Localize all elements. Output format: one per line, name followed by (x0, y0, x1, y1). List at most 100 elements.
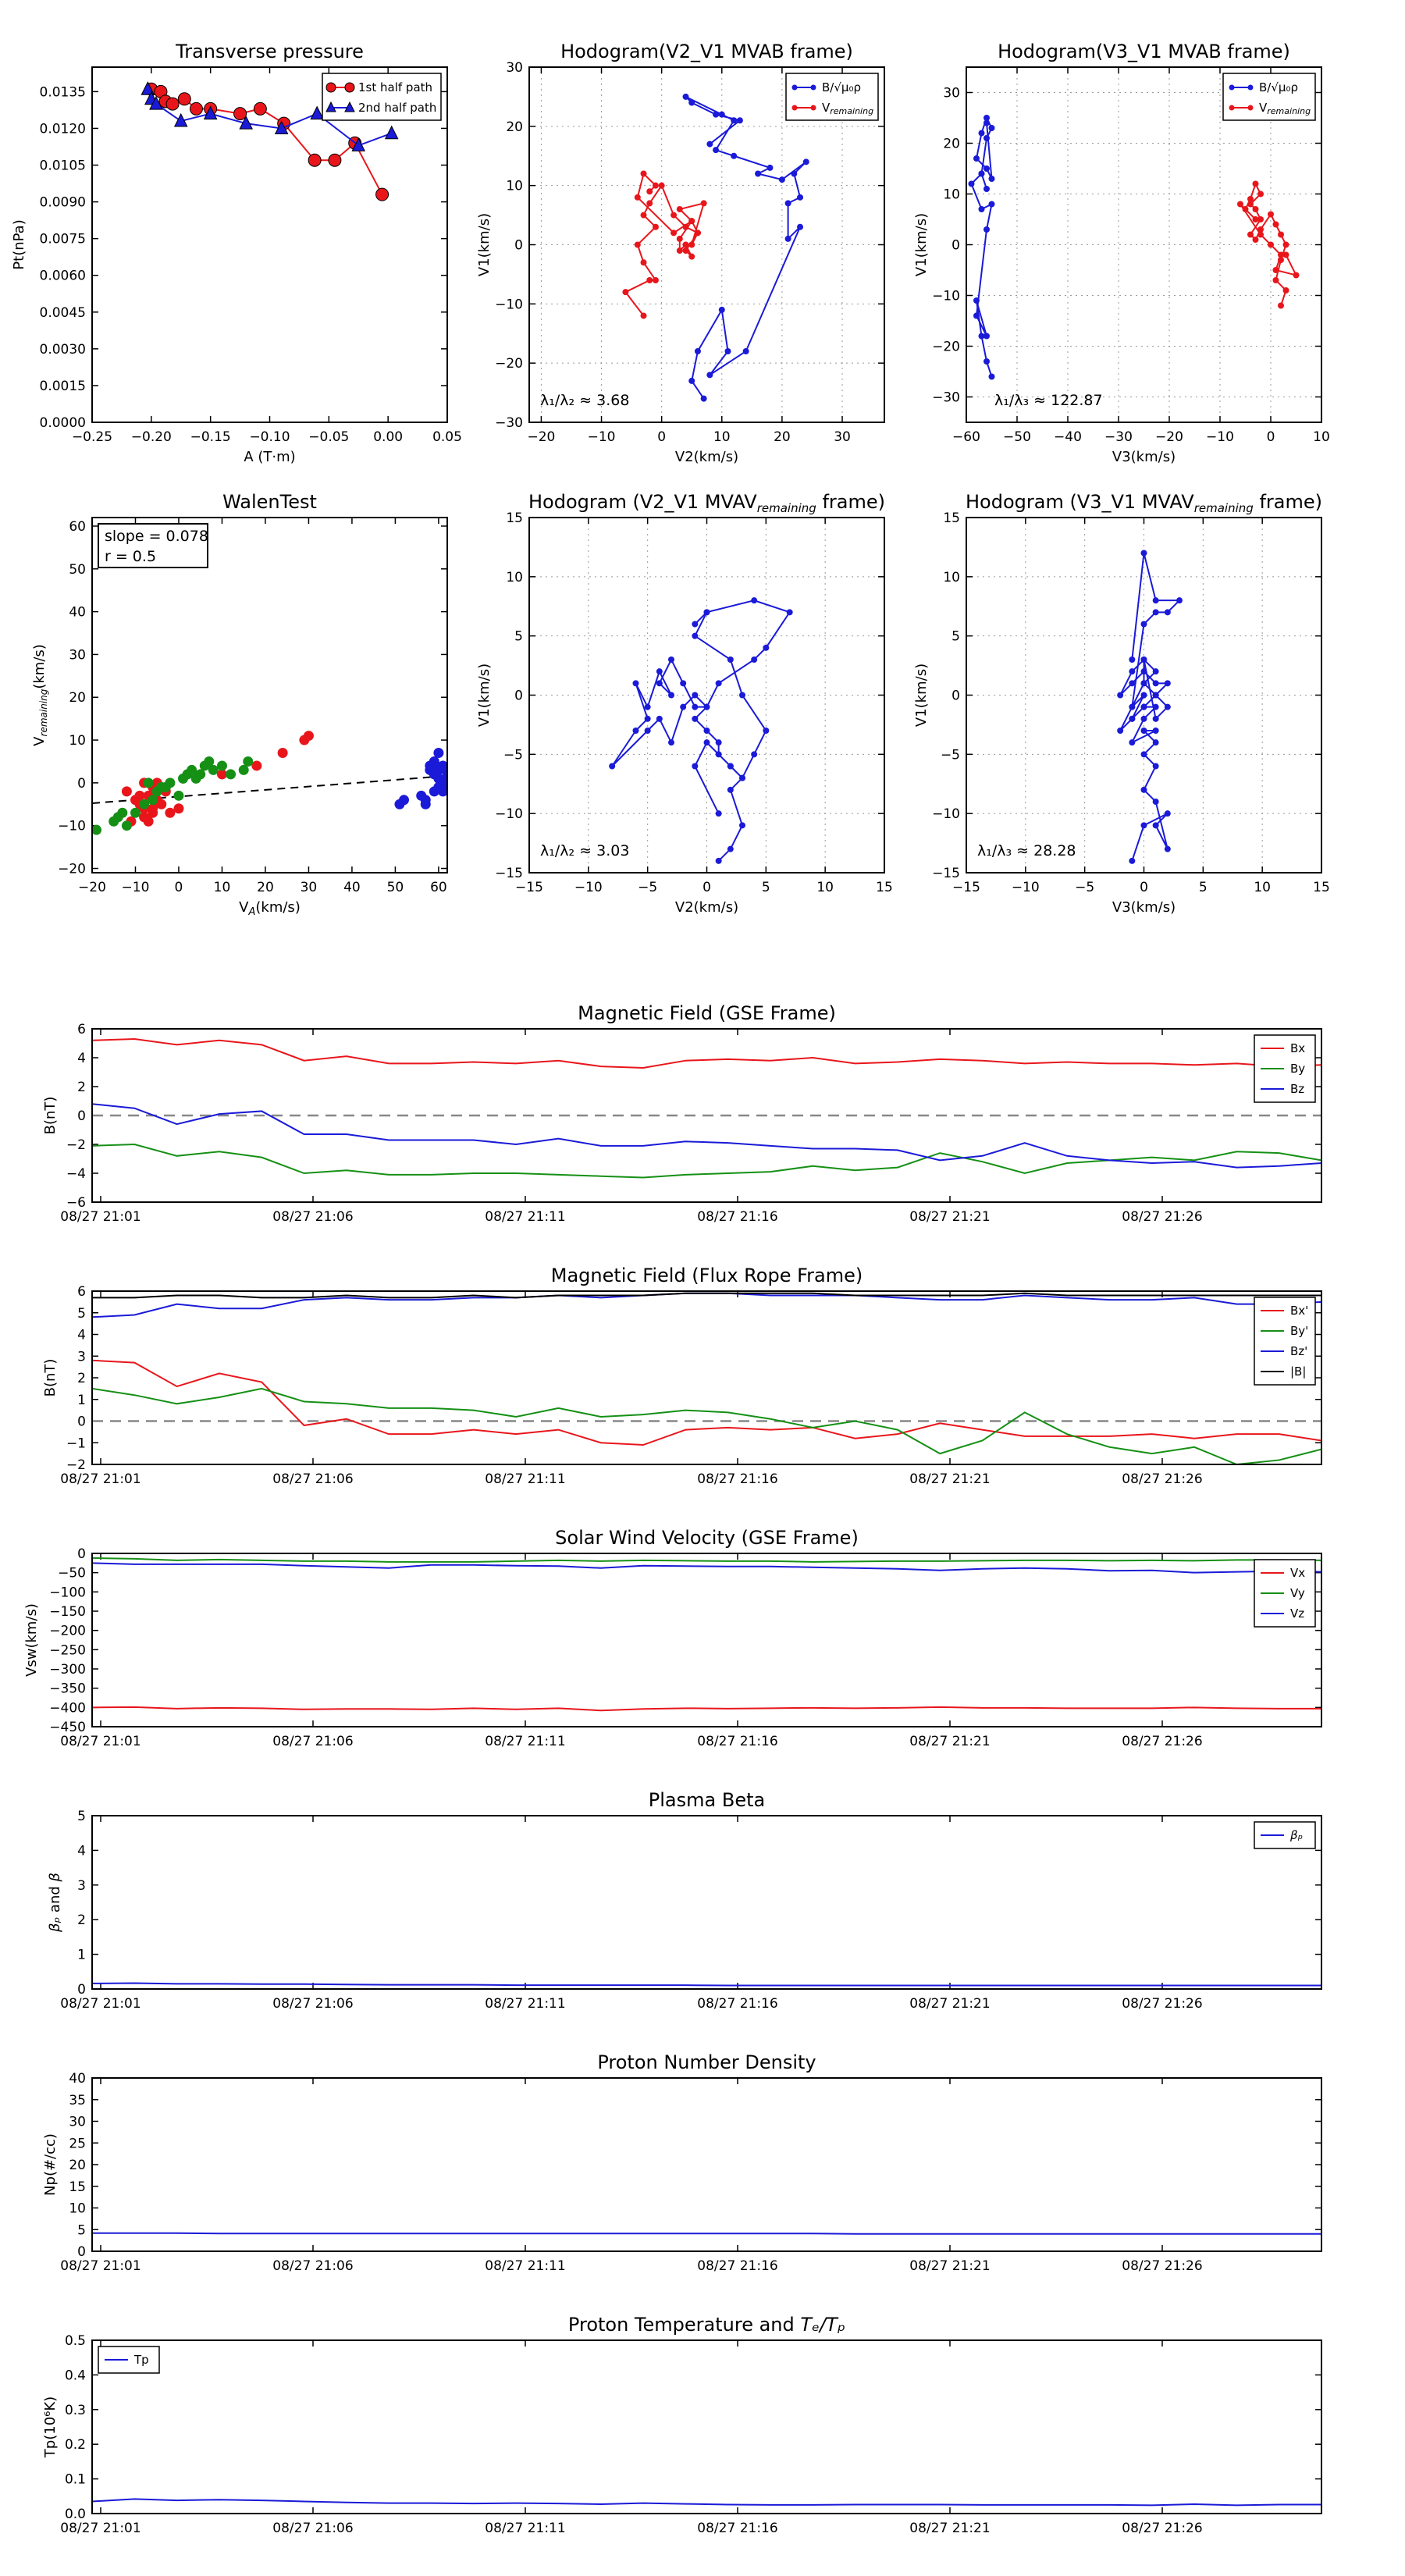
legend-box (1222, 73, 1316, 121)
data-point (1152, 703, 1159, 710)
y-axis-label: Pt(nPa) (11, 219, 27, 269)
y-tick-label: 25 (69, 2136, 86, 2151)
data-point (1140, 703, 1147, 710)
data-point (1164, 680, 1171, 687)
x-tick-label: 08/27 21:01 (60, 1734, 140, 1749)
data-point (646, 200, 653, 207)
data-point (751, 597, 758, 604)
data-point (646, 188, 653, 195)
plot-area (968, 115, 1300, 380)
data-point (715, 751, 722, 758)
x-axis-label: VA(km/s) (239, 899, 301, 918)
y-tick-label: 5 (77, 1809, 86, 1824)
data-point (703, 609, 710, 616)
x-tick-label: 08/27 21:26 (1122, 1734, 1202, 1749)
y-axis-label: B(nT) (42, 1097, 59, 1135)
x-tick-label: −10 (588, 429, 616, 445)
x-tick-label: −0.25 (72, 429, 112, 445)
data-point (751, 751, 758, 758)
data-point (420, 795, 431, 806)
y-tick-label: 0.1 (65, 2472, 86, 2488)
x-tick-label: −40 (1054, 429, 1082, 445)
data-point (739, 692, 745, 699)
y-tick-label: 10 (69, 2201, 86, 2217)
data-point (652, 277, 659, 283)
data-point (688, 241, 695, 248)
legend-label: Bz' (1290, 1344, 1307, 1358)
y-tick-label: −10 (932, 806, 960, 822)
y-tick-label: 2 (77, 1371, 86, 1386)
data-point (652, 182, 659, 189)
x-tick-label: 08/27 21:11 (485, 1996, 565, 2012)
x-tick-label: 08/27 21:01 (60, 1471, 140, 1487)
x-tick-label: 40 (343, 880, 361, 895)
chart-title: Proton Number Density (597, 2051, 816, 2073)
x-tick-label: 10 (1254, 880, 1271, 895)
x-tick-label: 10 (214, 880, 231, 895)
data-point (791, 105, 798, 111)
data-point (736, 117, 743, 124)
y-tick-label: 50 (69, 562, 86, 578)
data-point (682, 241, 689, 248)
x-tick-label: 08/27 21:01 (60, 2258, 140, 2274)
y-tick-label: −50 (58, 1566, 86, 1582)
legend-label: B/√μ₀ρ (1259, 80, 1298, 94)
y-tick-label: 5 (77, 2222, 86, 2238)
data-point (727, 656, 734, 663)
data-point (682, 247, 689, 254)
series-1 (1237, 180, 1300, 309)
data-point (692, 632, 699, 639)
data-point (151, 786, 162, 797)
y-axis-label: V1(km/s) (913, 664, 930, 727)
data-point (1257, 226, 1264, 233)
data-point (351, 137, 366, 151)
plot-frame (91, 517, 448, 873)
data-point (149, 95, 163, 110)
y-tick-label: 20 (69, 690, 86, 706)
data-point (680, 703, 687, 710)
data-point (658, 182, 665, 189)
y-tick-label: −150 (49, 1604, 86, 1620)
series-0 (609, 597, 793, 864)
x-tick-label: 0 (175, 880, 183, 895)
data-point (1257, 216, 1264, 222)
data-point (640, 212, 647, 219)
y-tick-label: 6 (77, 1284, 86, 1300)
x-tick-label: −5 (638, 880, 657, 895)
data-point (310, 105, 324, 120)
chart-tp: Proton Temperature and Tₑ/Tₚ 0.0 0.1 0.2 0.3… (42, 2314, 1322, 2536)
data-point (1129, 715, 1136, 722)
x-tick-label: −10 (122, 880, 150, 895)
x-tick-label: −20 (78, 880, 106, 895)
data-point (1272, 277, 1279, 283)
plot-area (609, 597, 793, 864)
plot-frame (91, 66, 448, 423)
x-tick-label: 08/27 21:16 (697, 2521, 777, 2536)
x-tick-label: 08/27 21:06 (272, 1996, 353, 2012)
data-point (656, 680, 663, 687)
y-tick-label: 30 (69, 647, 86, 663)
plot-area (92, 1292, 1321, 1464)
data-point (187, 764, 197, 775)
x-tick-label: 0.05 (432, 429, 462, 445)
data-point (676, 247, 683, 254)
data-point (328, 153, 342, 167)
chart-title: WalenTest (222, 491, 317, 513)
slope-text: slope = 0.078 (105, 528, 208, 545)
y-tick-label: 10 (506, 179, 523, 194)
data-point (1164, 703, 1171, 710)
legend: βₚ (1254, 1821, 1316, 1849)
y-tick-label: 30 (69, 2115, 86, 2130)
data-point (1257, 190, 1264, 197)
y-tick-label: 15 (506, 511, 523, 526)
data-point (739, 774, 745, 781)
y-tick-label: 0.0030 (40, 342, 86, 358)
data-point (797, 223, 804, 230)
data-point (668, 692, 674, 699)
data-point (676, 206, 683, 212)
data-point (226, 769, 237, 780)
data-point (325, 82, 336, 93)
data-point (1117, 728, 1124, 734)
data-point (375, 187, 389, 201)
y-tick-label: −15 (932, 866, 960, 881)
